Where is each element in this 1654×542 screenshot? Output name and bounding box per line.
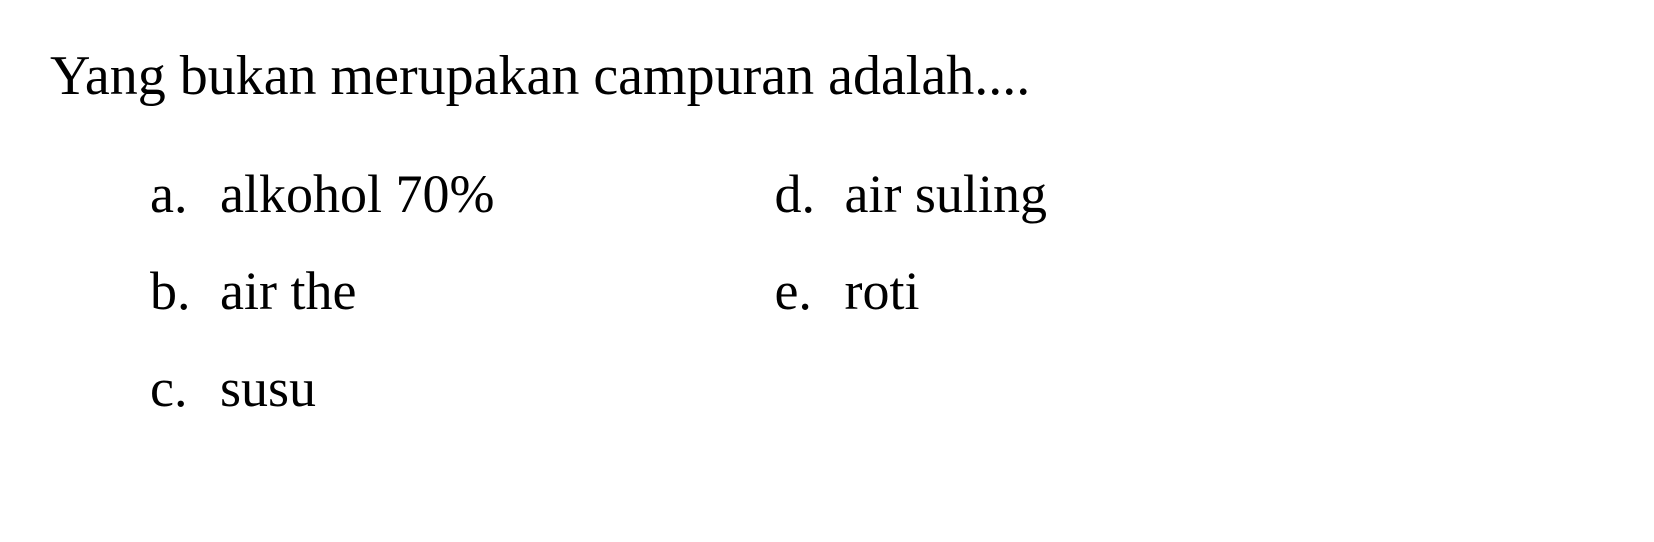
option-e: e. roti: [774, 260, 1046, 322]
option-text-c: susu: [220, 357, 316, 419]
option-text-e: roti: [844, 260, 919, 322]
option-letter-d: d.: [774, 163, 824, 225]
option-letter-b: b.: [150, 260, 200, 322]
options-container: a. alkohol 70% b. air the c. susu d. air…: [50, 163, 1604, 419]
option-c: c. susu: [150, 357, 494, 419]
option-text-b: air the: [220, 260, 356, 322]
option-letter-e: e.: [774, 260, 824, 322]
option-letter-c: c.: [150, 357, 200, 419]
option-text-a: alkohol 70%: [220, 163, 494, 225]
question-text: Yang bukan merupakan campuran adalah....: [50, 40, 1604, 113]
options-left-column: a. alkohol 70% b. air the c. susu: [150, 163, 494, 419]
option-a: a. alkohol 70%: [150, 163, 494, 225]
option-b: b. air the: [150, 260, 494, 322]
option-text-d: air suling: [844, 163, 1046, 225]
option-letter-a: a.: [150, 163, 200, 225]
option-d: d. air suling: [774, 163, 1046, 225]
options-right-column: d. air suling e. roti: [774, 163, 1046, 419]
